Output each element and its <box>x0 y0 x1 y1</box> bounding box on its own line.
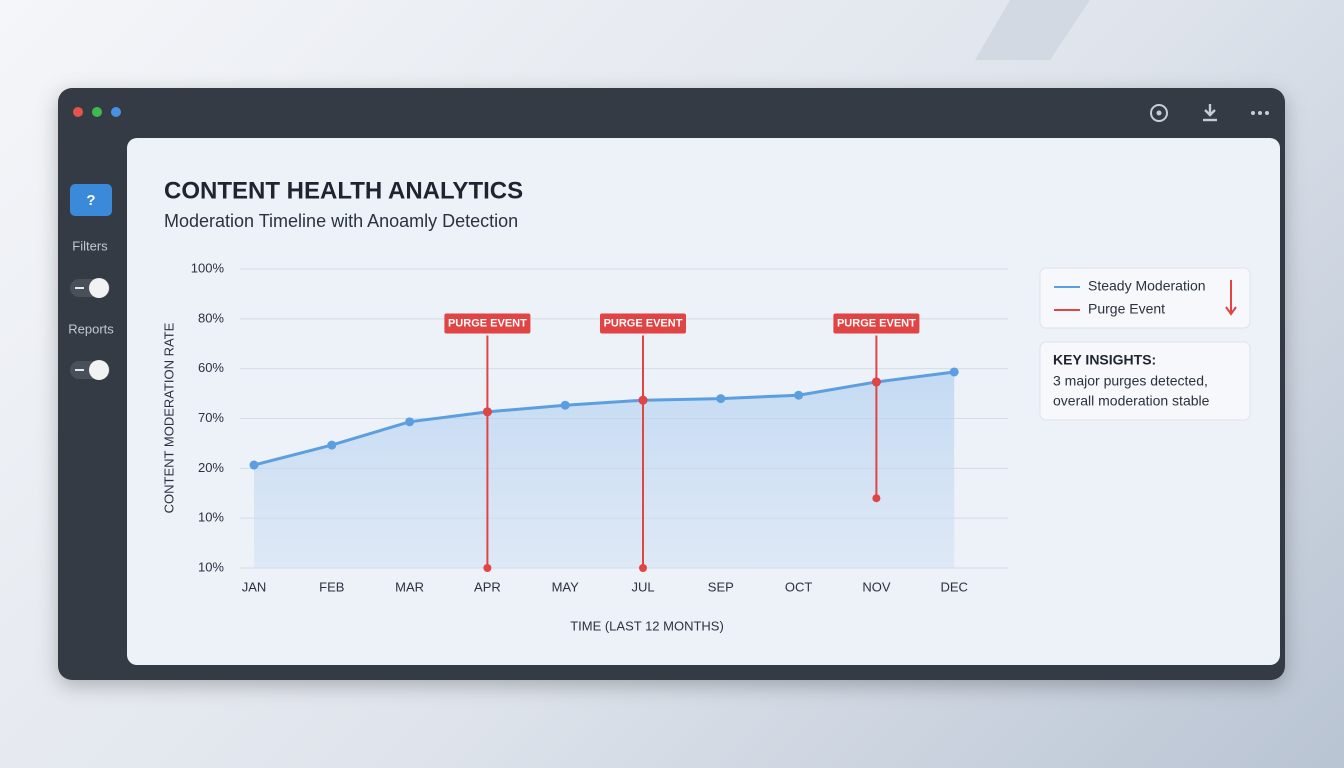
y-tick-label: 80% <box>198 310 224 325</box>
x-tick-label: OCT <box>785 579 813 594</box>
purge-end <box>483 564 492 572</box>
sidebar-button-label: ? <box>86 192 95 209</box>
legend-label: Steady Moderation <box>1088 278 1206 294</box>
x-tick-label: MAY <box>552 579 580 594</box>
toolbar-icon-download[interactable] <box>1203 104 1217 122</box>
point <box>716 394 726 404</box>
x-tick-label: MAR <box>395 579 424 594</box>
y-tick-label: 100% <box>191 260 225 275</box>
window-close[interactable] <box>73 107 83 117</box>
toggle[interactable] <box>70 278 110 298</box>
point <box>327 440 337 450</box>
insights-title: KEY INSIGHTS: <box>1053 352 1156 368</box>
x-tick-label: SEP <box>708 579 734 594</box>
point <box>249 460 259 470</box>
purge-hit <box>482 407 492 417</box>
area <box>254 371 955 568</box>
toolbar-icon-help[interactable] <box>1150 104 1168 122</box>
chart-title: CONTENT HEALTH ANALYTICS <box>164 177 523 204</box>
x-tick-label: DEC <box>940 579 967 594</box>
y-tick-label: 10% <box>198 559 224 574</box>
legend-label: Purge Event <box>1088 301 1165 317</box>
legend <box>1039 267 1251 329</box>
insights-card <box>1039 341 1251 421</box>
y-tick-label: 70% <box>198 410 224 425</box>
y-tick-label: 20% <box>198 460 224 475</box>
line <box>253 370 955 467</box>
x-tick-label: APR <box>474 579 501 594</box>
y-tick-label: 10% <box>198 510 224 525</box>
y-tick-label: 60% <box>198 360 224 375</box>
purge-end <box>872 494 881 503</box>
insights-text: 3 major purges detected, <box>1053 373 1208 389</box>
window-maximize[interactable] <box>92 107 102 117</box>
plot: 100% 80% 60% 70% 20% 10% 10% JAN FEB MAR APR MAY JUL… <box>191 260 1008 594</box>
sidebar-label: Filters <box>72 238 108 253</box>
purge-badge <box>600 313 686 334</box>
point <box>949 367 959 377</box>
purge-hit <box>638 395 648 405</box>
chart-subtitle: Moderation Timeline with Anoamly Detecti… <box>164 211 518 231</box>
purge-label: PURGE EVENT <box>604 317 683 329</box>
x-tick-label: NOV <box>862 579 891 594</box>
window-minimize[interactable] <box>111 107 121 117</box>
purge-end <box>639 564 647 572</box>
point <box>405 417 415 427</box>
x-tick-label: FEB <box>319 579 344 594</box>
point <box>794 390 804 400</box>
point <box>560 400 570 410</box>
x-tick-label: JUL <box>631 579 654 594</box>
x-tick-label: JAN <box>242 579 267 594</box>
purge-label: PURGE EVENT <box>837 317 916 329</box>
purge-badge <box>833 313 920 334</box>
purge-badge <box>444 313 531 334</box>
sidebar-button[interactable] <box>70 184 112 216</box>
legend-arrow <box>1225 280 1237 316</box>
purge-hit <box>871 377 881 387</box>
y-axis-label: CONTENT MODERATION RATE <box>161 322 176 513</box>
toolbar-icon-more[interactable] <box>1251 111 1269 115</box>
bg-shape <box>975 0 1090 60</box>
purge-label: PURGE EVENT <box>448 317 527 329</box>
insights-text: overall moderation stable <box>1053 393 1210 409</box>
toggle[interactable] <box>70 360 110 380</box>
sidebar-label: Reports <box>68 321 114 336</box>
x-axis-label: TIME (LAST 12 MONTHS) <box>570 618 724 633</box>
